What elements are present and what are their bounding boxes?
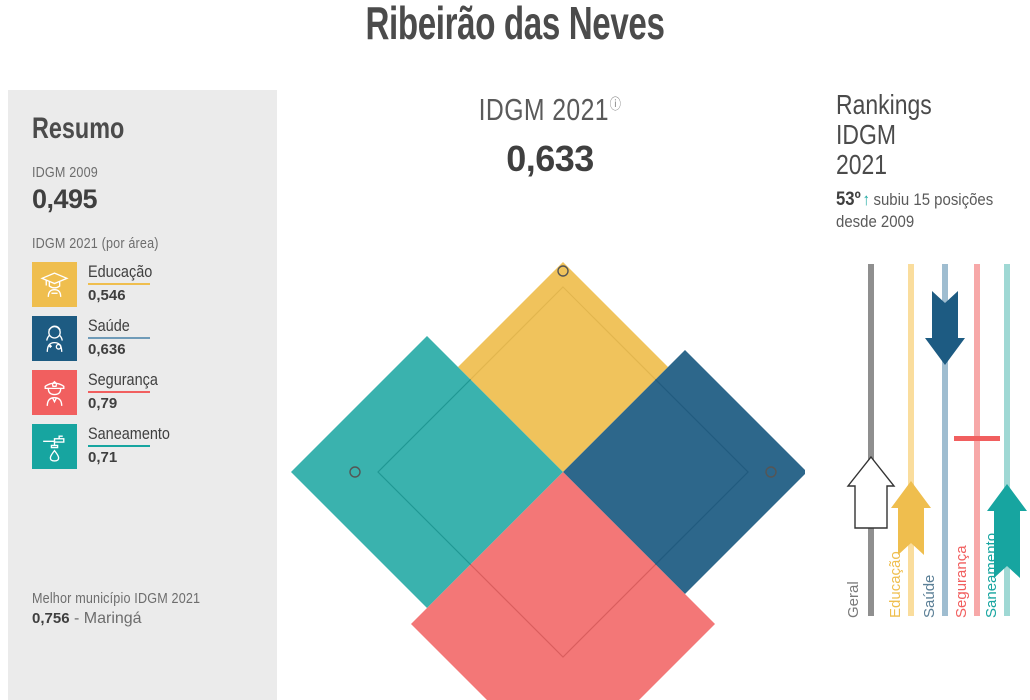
ranking-position: 53º: [836, 188, 861, 210]
axis-marker-top: [557, 265, 569, 277]
rank-marker-seguranca-flat[interactable]: [954, 436, 1000, 441]
page-title: Ribeirão das Neves: [365, 0, 665, 49]
idgm-2009-label: IDGM 2009: [32, 164, 98, 181]
rank-track-geral: [868, 264, 874, 616]
area-rule-educacao: [88, 282, 150, 285]
quadrant-saude[interactable]: [563, 350, 805, 594]
rankings-header: Rankings IDGM 2021 53º ↑ subiu 15 posições…: [836, 89, 1030, 232]
area-row-seguranca[interactable]: Segurança 0,79: [32, 370, 253, 415]
rank-label-geral: Geral: [845, 581, 862, 618]
diamond-chart-svg: [291, 262, 805, 700]
axis-marker-left: [349, 466, 361, 478]
best-label: Melhor município IDGM 2021: [32, 590, 201, 607]
area-name-educacao: Educação: [88, 262, 153, 281]
area-rule-saude: [88, 336, 150, 339]
faucet-drop-icon: [32, 424, 77, 469]
rank-label-educacao: Educação: [887, 551, 904, 618]
idgm-diamond-chart: [285, 255, 805, 700]
areas-label: IDGM 2021 (por área): [32, 235, 159, 252]
best-municipality-block: Melhor município IDGM 2021 0,756 - Marin…: [32, 590, 232, 628]
idgm-label: IDGM 2021ⓘ: [350, 92, 750, 128]
rank-marker-geral-up-arrow[interactable]: [846, 455, 896, 529]
summary-sidebar: Resumo IDGM 2009 0,495 IDGM 2021 (por ár…: [8, 90, 277, 700]
area-row-saneamento[interactable]: Saneamento 0,71: [32, 424, 253, 469]
idgm-2009-value: 0,495: [32, 184, 98, 214]
area-rule-seguranca: [88, 390, 150, 393]
rank-label-saneamento: Saneamento: [983, 533, 1000, 618]
sidebar-title: Resumo: [32, 112, 125, 145]
rank-track-educacao: [908, 264, 914, 616]
best-city: - Maringá: [74, 610, 142, 627]
arrow-up-icon: ↑: [862, 189, 870, 209]
rank-marker-saneamento-up-arrow[interactable]: [987, 484, 1027, 578]
area-row-educacao[interactable]: Educação 0,546: [32, 262, 253, 307]
area-name-saneamento: Saneamento: [88, 424, 170, 443]
center-header: IDGM 2021ⓘ 0,633: [300, 92, 800, 180]
idgm-value: 0,633: [506, 138, 594, 179]
rank-label-saude: Saúde: [921, 575, 938, 618]
best-value: 0,756: [32, 610, 70, 627]
rankings-chart-svg: Geral Educação Saúde Segurança Saneament…: [845, 264, 1027, 618]
area-value-saude: 0,636: [88, 340, 126, 358]
police-officer-icon: [32, 370, 77, 415]
area-name-seguranca: Segurança: [88, 370, 158, 389]
doctor-icon: [32, 316, 77, 361]
area-rule-saneamento: [88, 444, 150, 447]
rank-track-saude: [942, 264, 948, 616]
area-value-seguranca: 0,79: [88, 394, 118, 412]
area-name-saude: Saúde: [88, 316, 130, 335]
area-value-educacao: 0,546: [88, 286, 126, 304]
rank-label-seguranca: Segurança: [953, 545, 970, 618]
axis-marker-right: [765, 466, 777, 478]
ranking-movement-text: subiu 15 posições desde 2009: [836, 189, 994, 231]
info-circle-icon[interactable]: ⓘ: [609, 95, 622, 112]
rankings-chart: Geral Educação Saúde Segurança Saneament…: [836, 258, 1030, 638]
idgm-label-text: IDGM 2021: [478, 92, 609, 127]
rankings-title: Rankings IDGM 2021: [836, 89, 932, 181]
rank-marker-saude-down-arrow[interactable]: [925, 291, 965, 365]
quadrant-seguranca[interactable]: [411, 472, 715, 700]
rank-marker-educacao-up-arrow[interactable]: [891, 481, 931, 555]
graduation-cap-icon: [32, 262, 77, 307]
area-value-saneamento: 0,71: [88, 448, 118, 466]
rankings-movement-line: 53º ↑ subiu 15 posições desde 2009: [836, 189, 1007, 232]
area-row-saude[interactable]: Saúde 0,636: [32, 316, 253, 361]
rank-track-saneamento: [1004, 264, 1010, 616]
